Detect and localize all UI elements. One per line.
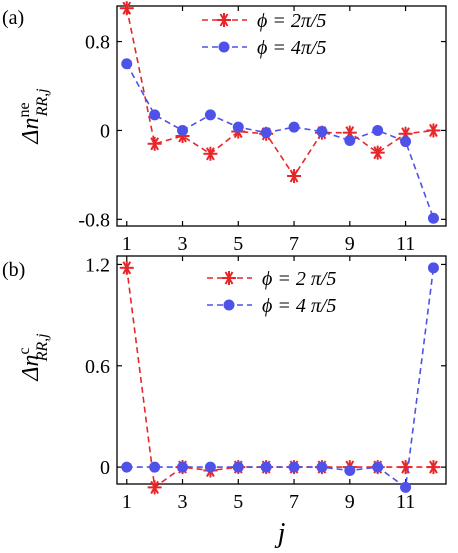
- legend-marker: [217, 13, 231, 27]
- data-point: [177, 124, 189, 136]
- legend-marker: [222, 271, 236, 285]
- plot-frame: [116, 255, 447, 485]
- data-point: [344, 134, 356, 146]
- series-line-2: [126, 63, 435, 219]
- y-axis-label-main: Δn: [18, 355, 44, 382]
- data-point: [372, 461, 384, 473]
- y-tick-label: -0.8: [78, 209, 110, 231]
- x-tick-label: 3: [178, 233, 188, 255]
- data-point: [119, 260, 134, 275]
- x-axis-label: j: [275, 518, 286, 549]
- data-point: [147, 136, 162, 151]
- x-tick-label: 5: [233, 233, 243, 255]
- data-point: [400, 136, 412, 148]
- legend-label: ϕ = 2π/5: [257, 10, 326, 32]
- data-point: [370, 145, 385, 160]
- y-axis-label-sup: c: [16, 347, 33, 354]
- legend-label: ϕ = 2 π/5: [262, 268, 336, 290]
- x-tick-label: 1: [122, 491, 132, 513]
- data-point: [260, 461, 272, 473]
- y-tick-label: 1.2: [85, 254, 110, 276]
- legend-marker: [223, 299, 235, 311]
- data-point: [287, 169, 302, 183]
- y-tick-label: 0: [100, 457, 110, 479]
- data-point: [372, 124, 384, 136]
- x-tick-label: 1: [122, 233, 132, 255]
- legend-marker: [218, 41, 230, 53]
- x-tick-label: 7: [289, 491, 299, 513]
- x-tick-label: 11: [396, 233, 415, 255]
- x-tick-label: 9: [345, 491, 355, 513]
- y-tick-label: 0.6: [85, 356, 110, 378]
- x-tick-label: 7: [289, 233, 299, 255]
- y-axis-label-sub: RR,j: [34, 88, 51, 118]
- data-point: [426, 123, 441, 138]
- data-point: [121, 461, 133, 473]
- legend-label: ϕ = 4 π/5: [262, 295, 336, 317]
- x-tick-label: 11: [396, 491, 415, 513]
- data-point: [232, 461, 244, 473]
- data-point: [232, 121, 244, 133]
- data-point: [119, 1, 134, 16]
- plot-frame: [116, 5, 447, 227]
- data-point: [177, 461, 189, 473]
- y-tick-label: 0: [100, 120, 110, 142]
- data-point: [427, 212, 439, 224]
- y-axis-label-sub: RR,j: [34, 333, 51, 363]
- y-axis-label: ΔnneRR,j: [16, 88, 51, 145]
- y-axis-label-main: Δn: [18, 118, 44, 145]
- data-point: [121, 58, 133, 70]
- data-point: [149, 461, 161, 473]
- data-point: [204, 461, 216, 473]
- data-point: [203, 146, 218, 161]
- panel-label: (a): [2, 7, 24, 29]
- data-point: [316, 126, 328, 138]
- legend-label: ϕ = 4π/5: [257, 37, 326, 59]
- panel-label: (b): [2, 259, 25, 281]
- data-point: [204, 109, 216, 121]
- data-point: [426, 460, 441, 475]
- data-point: [147, 480, 162, 495]
- data-point: [400, 481, 412, 493]
- panel-a: 1 3 5 7 9 11 0.8 0 -0.8 (a) ΔnneRR,j ϕ = 2π/5 ϕ = 4π…: [2, 1, 447, 255]
- data-point: [149, 109, 161, 121]
- data-point: [260, 127, 272, 139]
- y-axis-label: ΔncRR,j: [16, 333, 51, 382]
- data-point: [344, 464, 356, 476]
- series-line-1: [125, 8, 434, 178]
- x-tick-label: 9: [345, 233, 355, 255]
- y-axis-label-sup: ne: [16, 102, 33, 117]
- data-point: [288, 121, 300, 133]
- panel-b: 1 3 5 7 9 11 1.2 0.6 0 (b) ΔncRR,j ϕ = 2 π/5 ϕ = 4 π…: [2, 254, 447, 549]
- data-point: [398, 460, 413, 475]
- x-tick-label: 5: [233, 491, 243, 513]
- data-point: [427, 262, 439, 274]
- x-tick-label: 3: [178, 491, 188, 513]
- data-point: [316, 461, 328, 473]
- data-point: [288, 461, 300, 473]
- y-tick-label: 0.8: [85, 32, 110, 54]
